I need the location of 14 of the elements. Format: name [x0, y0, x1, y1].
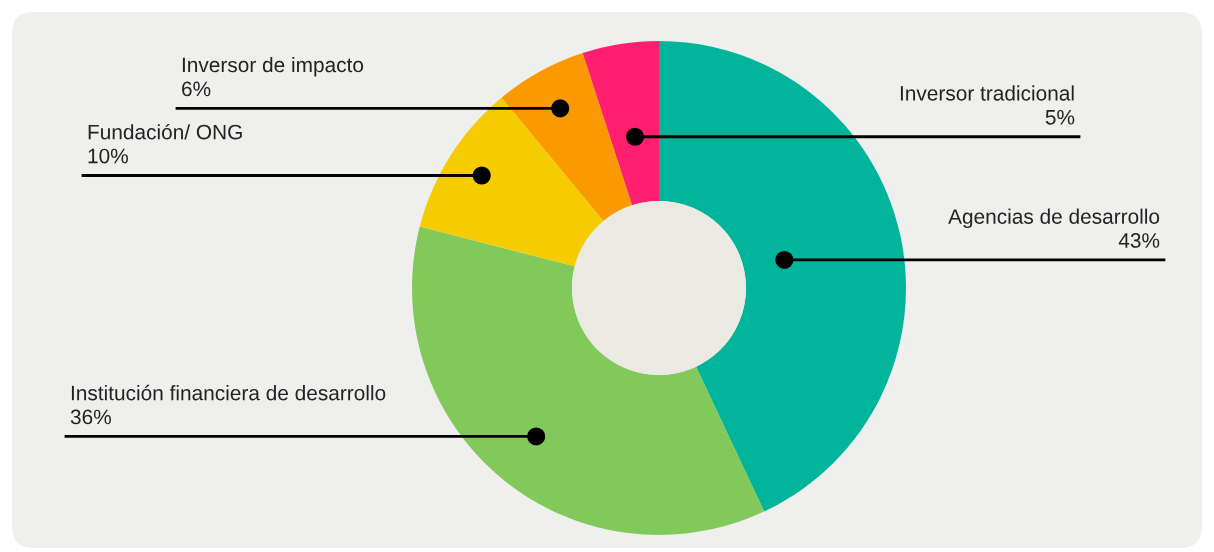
- donut-slice: [412, 226, 765, 535]
- slice-label: Agencias de desarrollo: [948, 208, 1160, 229]
- data-label: 10%: [88, 148, 128, 164]
- slice-label: Institución financiera de desarrollo: [71, 384, 386, 401]
- slice-label: Inversor de impacto: [182, 56, 364, 77]
- data-label: 6%: [182, 81, 211, 97]
- slice-label: Inversor tradicional: [900, 85, 1074, 101]
- data-label: 5%: [1045, 109, 1075, 125]
- donut-slice: [501, 53, 633, 221]
- donut-slice: [582, 41, 659, 206]
- slice-label: Fundación/ ONG: [88, 123, 242, 140]
- data-label: 43%: [1118, 233, 1160, 248]
- data-label: 36%: [70, 409, 111, 425]
- donut-slice: [419, 97, 604, 267]
